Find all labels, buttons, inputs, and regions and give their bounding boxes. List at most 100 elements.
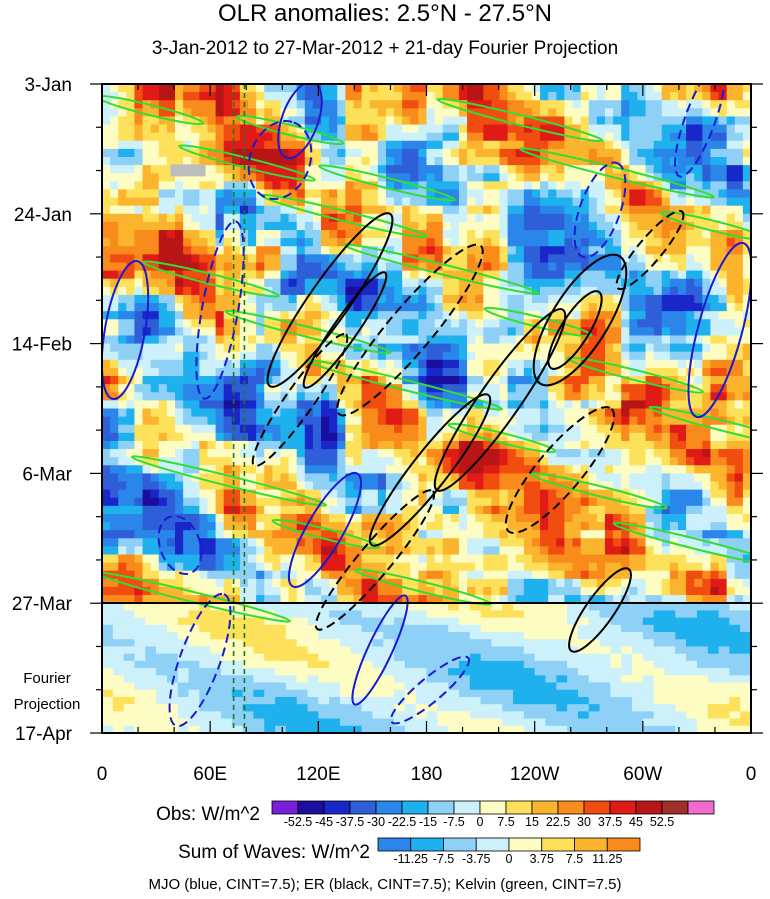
field-cell [596, 562, 606, 572]
field-cell [669, 367, 679, 377]
field-cell [548, 262, 557, 272]
field-cell [418, 197, 428, 207]
field-cell [158, 181, 168, 191]
field-cell [312, 367, 322, 377]
field-cell [637, 148, 647, 158]
field-cell [613, 286, 622, 296]
field-cell [256, 148, 265, 158]
field-cell [256, 335, 265, 345]
field-cell [637, 100, 647, 109]
field-cell [426, 530, 436, 539]
field-cell [572, 408, 582, 418]
field-cell [312, 578, 322, 588]
field-cell [499, 449, 509, 458]
field-cell [361, 505, 371, 515]
field-cell [491, 213, 501, 223]
field-cell [102, 522, 111, 531]
field-cell [296, 343, 306, 353]
field-cell [442, 424, 452, 434]
field-cell [166, 213, 176, 223]
field-cell [475, 546, 484, 556]
field-cell [653, 546, 663, 556]
field-cell [418, 392, 428, 401]
field-cell [345, 343, 355, 353]
field-cell [515, 449, 525, 458]
field-cell [248, 116, 257, 126]
field-cell [394, 392, 403, 401]
field-cell [126, 303, 136, 312]
field-cell [491, 148, 501, 158]
field-cell [442, 384, 452, 393]
field-cell [231, 311, 241, 320]
field-cell [418, 262, 428, 272]
field-cell [142, 92, 152, 101]
field-cell [369, 157, 379, 166]
field-cell [150, 303, 160, 312]
field-cell [548, 392, 557, 401]
field-cell [199, 173, 209, 182]
field-cell [450, 294, 460, 304]
field-cell [369, 327, 379, 337]
field-cell [304, 505, 314, 515]
field-cell [175, 84, 184, 93]
field-cell [434, 254, 444, 264]
field-cell [361, 481, 371, 491]
field-cell [523, 432, 533, 442]
field-cell [669, 205, 679, 215]
field-cell [248, 221, 257, 231]
field-cell [166, 197, 176, 207]
field-cell [321, 294, 330, 304]
field-cell [215, 100, 225, 109]
field-cell [588, 230, 598, 239]
field-cell [734, 513, 744, 523]
field-cell [515, 246, 525, 255]
field-cell [394, 108, 403, 118]
field-cell [110, 400, 119, 410]
field-cell [296, 424, 306, 434]
field-cell [312, 392, 322, 401]
field-cell [175, 400, 184, 410]
field-cell [442, 181, 452, 191]
field-cell [710, 197, 720, 207]
field-cell [450, 392, 460, 401]
field-cell [686, 457, 695, 466]
field-cell [434, 230, 444, 239]
field-cell [288, 116, 298, 126]
field-cell [686, 376, 695, 385]
field-cell [580, 432, 590, 442]
field-cell [256, 238, 265, 247]
field-cell [110, 327, 119, 337]
field-cell [629, 221, 639, 231]
field-cell [102, 181, 111, 191]
field-cell [458, 148, 468, 158]
field-cell [207, 376, 217, 385]
field-cell [523, 197, 533, 207]
field-cell [207, 205, 217, 215]
field-cell [523, 238, 533, 247]
field-cell [369, 376, 379, 385]
field-cell [166, 278, 176, 288]
field-cell [629, 213, 639, 223]
field-cell [223, 505, 233, 515]
field-cell [231, 522, 241, 531]
field-cell [418, 173, 428, 182]
field-cell [239, 213, 249, 223]
field-cell [491, 489, 501, 499]
field-cell [402, 530, 411, 539]
field-cell [385, 522, 395, 531]
field-cell [134, 173, 144, 182]
field-cell [272, 586, 282, 596]
field-cell [402, 481, 411, 491]
field-cell [402, 562, 411, 572]
field-cell [686, 108, 695, 118]
field-cell [231, 505, 241, 515]
field-cell [710, 473, 720, 483]
field-cell [175, 489, 184, 499]
field-cell [377, 473, 387, 483]
field-cell [231, 132, 241, 142]
field-cell [442, 327, 452, 337]
field-cell [523, 489, 533, 499]
field-cell [702, 424, 712, 434]
field-cell [621, 254, 630, 264]
field-cell [150, 270, 160, 280]
